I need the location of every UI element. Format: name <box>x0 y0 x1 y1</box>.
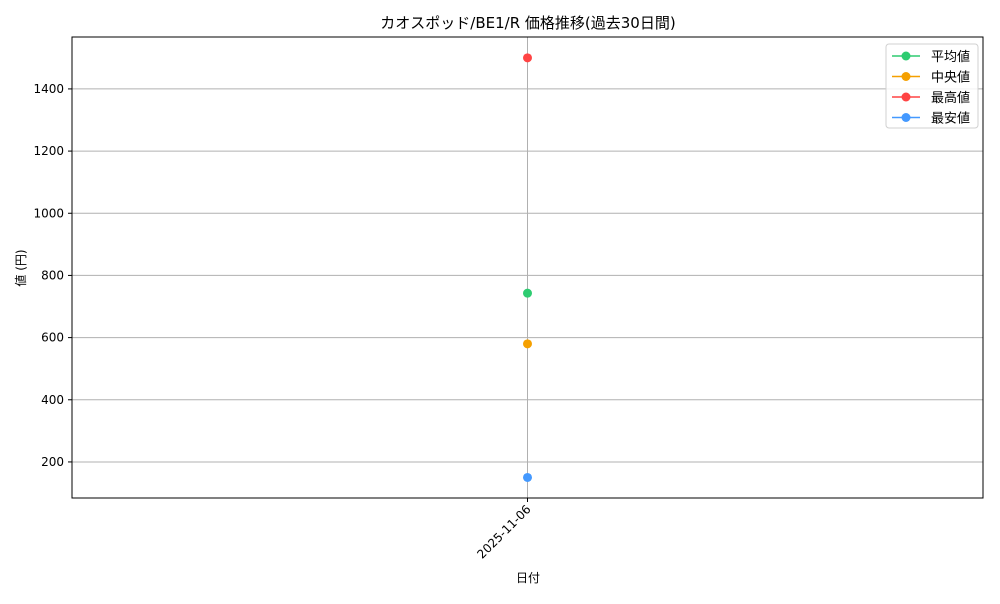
legend-marker <box>901 72 911 81</box>
data-point <box>523 288 532 298</box>
plot-frame <box>71 36 984 499</box>
x-tick-label: 2025-11-06 <box>474 502 533 561</box>
y-axis-ticks: 200 400 600 800 1000 1200 1400 <box>33 82 72 469</box>
y-axis-label: 値 (円) <box>13 249 28 286</box>
x-axis-ticks: 2025-11-06 <box>474 498 534 561</box>
y-tick-label: 1200 <box>33 144 64 158</box>
y-tick-label: 400 <box>41 393 64 407</box>
legend-box <box>885 43 979 129</box>
y-tick-label: 800 <box>41 268 64 282</box>
legend-marker <box>901 51 911 61</box>
data-point <box>523 339 532 349</box>
legend-label: 中央値 <box>931 70 970 86</box>
x-axis-label: 日付 <box>516 571 540 585</box>
series-points <box>523 53 532 482</box>
chart-title: カオスポッド/BE1/R 価格推移(過去30日間) <box>380 14 675 32</box>
y-tick-label: 1000 <box>33 206 64 220</box>
data-point <box>523 472 532 482</box>
data-point <box>523 53 532 63</box>
y-tick-label: 200 <box>41 455 64 469</box>
legend-marker <box>901 113 911 122</box>
legend-marker <box>901 92 911 102</box>
legend-label: 最安値 <box>931 111 970 127</box>
grid <box>72 37 983 498</box>
y-tick-label: 1400 <box>33 82 64 96</box>
legend-label: 最高値 <box>931 90 970 106</box>
legend-label: 平均値 <box>931 49 970 65</box>
y-tick-label: 600 <box>41 331 64 345</box>
